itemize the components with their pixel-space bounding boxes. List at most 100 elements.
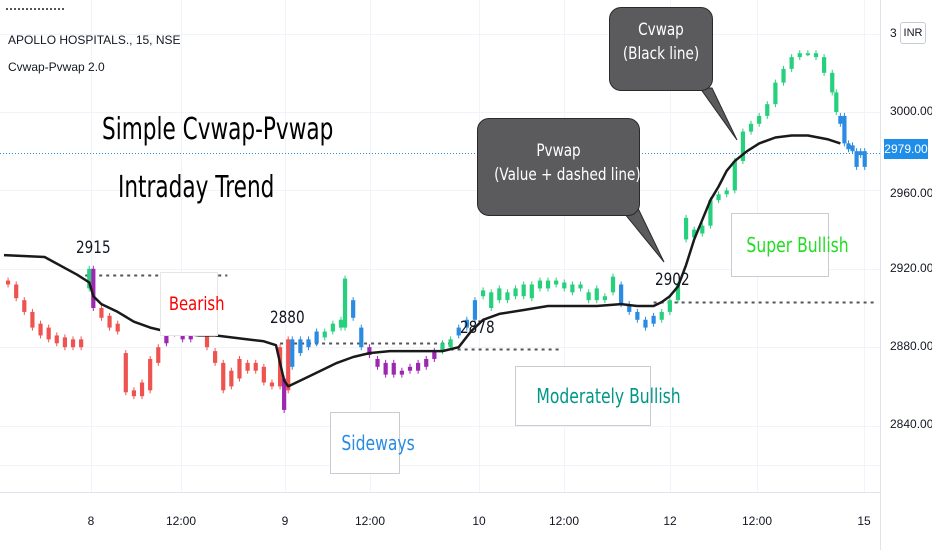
pvwap-level-label-1: 2915 [76, 238, 111, 258]
candle [842, 115, 847, 144]
cvwap-callout-line2: (Black line) [622, 44, 700, 64]
candle [545, 280, 551, 289]
candle [716, 194, 721, 201]
y-tick-label: 2960.00 [890, 186, 932, 200]
x-tick-label: 12:00 [165, 514, 197, 528]
x-tick-label: 12 [663, 514, 677, 528]
candle [838, 115, 843, 124]
candle [22, 300, 27, 312]
candle [765, 104, 770, 116]
candle [562, 282, 567, 289]
candle [651, 315, 656, 324]
x-tick-label: 12:00 [354, 514, 386, 528]
candle [659, 311, 664, 320]
candle [554, 280, 559, 285]
x-tick-label: 15 [857, 514, 871, 528]
candle [38, 323, 43, 336]
candle [79, 339, 84, 348]
candle [322, 331, 327, 338]
candle [432, 351, 437, 359]
candle [489, 292, 494, 308]
pvwap-level-label-4: 2902 [655, 270, 690, 290]
candle [253, 362, 258, 371]
currency-button[interactable]: INR [900, 22, 926, 44]
candle [456, 327, 461, 336]
candle [797, 53, 802, 58]
super-bullish-label: Super Bullish [731, 213, 849, 277]
x-tick-label: 12:00 [548, 514, 580, 528]
candle [330, 323, 335, 332]
candle [351, 300, 356, 318]
candle [497, 288, 502, 301]
candle [91, 268, 96, 308]
candle [229, 370, 234, 387]
candle [862, 151, 867, 167]
candle [314, 331, 319, 344]
candle [643, 319, 648, 328]
candle [724, 190, 729, 195]
candle [692, 229, 697, 238]
candle [213, 351, 218, 363]
candle [448, 339, 453, 348]
candle [789, 57, 794, 69]
cvwap-callout: Cvwap (Black line) [609, 7, 713, 91]
candle [107, 315, 112, 328]
candle [99, 308, 104, 318]
candle [383, 362, 388, 375]
candle [505, 292, 510, 301]
candle [480, 290, 486, 297]
sideways-label: Sideways [330, 412, 415, 474]
candle [261, 366, 266, 383]
indicator-label[interactable]: Cvwap-Pvwap 2.0 [8, 60, 105, 74]
candle [70, 339, 76, 348]
candle [635, 311, 640, 320]
candle [667, 300, 672, 312]
candle [748, 123, 754, 132]
candle [221, 362, 226, 391]
candle [846, 143, 851, 150]
candle [440, 343, 445, 352]
cvwap-callout-line1: Cvwap [638, 20, 684, 40]
candle [700, 225, 705, 234]
sideways-text: Sideways [341, 431, 415, 455]
candle [683, 217, 689, 240]
y-tick-label: 2880.00 [890, 339, 932, 353]
candle [298, 339, 303, 354]
symbol-label[interactable]: APOLLO HOSPITALS., 15, NSE [8, 33, 181, 47]
candle [570, 284, 575, 293]
pvwap-level-label-2: 2880 [270, 308, 305, 328]
candle [757, 115, 762, 124]
candle [537, 280, 543, 289]
candle [306, 339, 311, 348]
candle [123, 353, 128, 393]
candle [627, 304, 632, 312]
candle [5, 280, 11, 285]
candle [131, 390, 137, 397]
candle [342, 278, 348, 328]
candle [675, 284, 681, 301]
toolbar-dotted-line [6, 8, 64, 10]
title-line-1: Simple Cvwap-Pvwap [102, 112, 334, 147]
x-tick-label: 12:00 [741, 514, 773, 528]
title-line-2: Intraday Trend [118, 170, 275, 205]
candle [375, 358, 380, 367]
candle [87, 268, 92, 289]
cvwap-callout-pointer [699, 87, 738, 141]
candle [610, 276, 616, 293]
candle [594, 288, 599, 301]
pvwap-level-label-3: 2878 [460, 318, 495, 338]
candle [338, 319, 344, 328]
candle [286, 339, 291, 391]
pvwap-callout-line2: (Value + dashed line) [494, 165, 641, 185]
current-price-tag: 2979.00 [884, 139, 928, 159]
pvwap-callout: Pvwap (Value + dashed line) [477, 118, 641, 216]
candle [424, 358, 429, 367]
candle [602, 296, 607, 301]
candle [290, 339, 295, 367]
candle [854, 151, 859, 167]
candle [54, 335, 59, 344]
candle [858, 151, 863, 156]
candle [740, 131, 746, 161]
